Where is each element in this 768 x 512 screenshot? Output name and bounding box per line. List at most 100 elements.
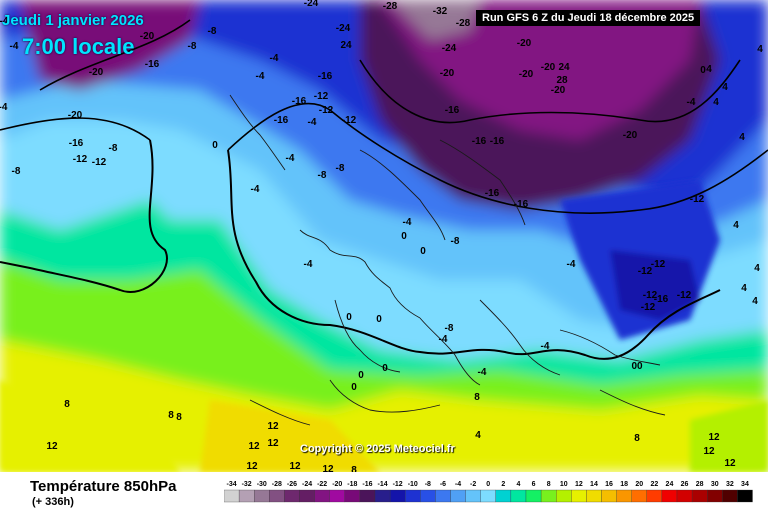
isotherm-label: 4 xyxy=(722,82,728,93)
isotherm-label: -20 xyxy=(517,38,532,49)
isotherm-label: 24 xyxy=(558,62,570,73)
isotherm-label: 0 xyxy=(358,370,364,381)
isotherm-label: 12 xyxy=(322,464,334,472)
isotherm-label: -8 xyxy=(12,166,21,177)
legend-value: -30 xyxy=(257,481,267,488)
isotherm-label: -12 xyxy=(643,290,658,301)
legend-value: 10 xyxy=(560,481,568,488)
legend-swatch xyxy=(389,489,406,503)
isotherm-label: -24 xyxy=(304,0,319,9)
temperature-map: -20 -8-8-16-20-4-4 -16-16 -12-12-16 -4 -12-20… xyxy=(0,0,768,472)
legend-swatch xyxy=(344,489,361,503)
purple-west xyxy=(20,0,200,90)
minus16-isotherm xyxy=(39,19,741,124)
isotherm-label: -16 xyxy=(654,294,669,305)
legend-swatch xyxy=(405,489,421,503)
legend-value: 16 xyxy=(605,481,613,488)
legend-swatch xyxy=(359,489,376,503)
legend-swatch xyxy=(661,489,678,503)
legend-value: 8 xyxy=(547,481,551,488)
isotherm-label: 4 xyxy=(739,132,745,143)
legend-swatch xyxy=(465,489,481,503)
isotherm-label: -16 xyxy=(514,199,529,210)
zero-isotherm xyxy=(0,139,721,360)
isotherm-labels: -20 -8-8-16-20-4-4 -16-16 -12-12-16 -4 -12-20… xyxy=(0,0,763,472)
isotherm-label: 4 xyxy=(713,97,719,108)
legend-swatch xyxy=(314,489,330,503)
isotherm-label: -12 xyxy=(690,194,705,205)
legend-swatch xyxy=(646,489,663,503)
isotherm-label: 8 xyxy=(168,410,174,421)
isotherm-label: 12 xyxy=(703,446,715,457)
isotherm-label: -8 xyxy=(188,41,197,52)
isotherm-label: -4 xyxy=(308,117,317,128)
isotherm-label: -4 xyxy=(567,259,576,270)
legend-swatch xyxy=(284,489,300,503)
isotherm-label: 00 xyxy=(631,361,643,372)
legend-value: 2 xyxy=(501,481,505,488)
isotherm-label: 4 xyxy=(733,220,739,231)
isotherm-label: -4 xyxy=(541,341,550,352)
isotherm-label: -20 xyxy=(541,62,556,73)
legend-value: 22 xyxy=(650,481,658,488)
isotherm-label: -8 xyxy=(109,143,118,154)
legend-value: -26 xyxy=(287,481,297,488)
legend-value: -24 xyxy=(302,481,312,488)
legend-swatch xyxy=(374,489,391,503)
legend-value: 6 xyxy=(532,481,536,488)
isotherm-label: -24 xyxy=(336,23,351,34)
minus8-isotherm xyxy=(0,102,768,214)
coastlines xyxy=(229,94,666,426)
isotherm-label: -4 xyxy=(0,102,8,113)
footer: Température 850hPa (+ 336h) -34 -32 -30 -28… xyxy=(0,472,768,512)
isotherm-label: 28 xyxy=(556,75,568,86)
isotherm-label: -12 xyxy=(677,290,692,301)
isotherm-label: -12 xyxy=(314,91,329,102)
isotherm-label: -4 xyxy=(403,217,412,228)
isotherm-label: -4 xyxy=(251,184,260,195)
isotherm-label: -20 xyxy=(89,67,104,78)
isotherm-label: 12 xyxy=(267,438,279,449)
legend-swatch xyxy=(510,489,527,503)
legend-value: 18 xyxy=(620,481,628,488)
isotherm-label: -24 xyxy=(442,43,457,54)
isotherm-label: -4 xyxy=(478,367,487,378)
legend-value: 30 xyxy=(711,481,719,488)
isotherm-label: 0 xyxy=(351,382,357,393)
lead-time: (+ 336h) xyxy=(32,496,74,508)
legend-value: -8 xyxy=(425,481,431,488)
isotherm-label: -16 xyxy=(472,136,487,147)
isotherm-label: -20 xyxy=(519,69,534,80)
legend-value: 4 xyxy=(516,481,520,488)
isotherm-label: 8 xyxy=(176,412,182,423)
legend-value: -6 xyxy=(440,481,446,488)
isotherm-label: 0 xyxy=(420,246,426,257)
isotherm-label: 0 xyxy=(212,140,218,151)
isotherm-label: 0 xyxy=(346,312,352,323)
legend-value: -10 xyxy=(408,481,418,488)
isotherm-label: 12 xyxy=(46,441,58,452)
legend-value: -14 xyxy=(377,481,387,488)
isotherm-label: 0 xyxy=(382,363,388,374)
legend-swatch xyxy=(540,489,557,503)
isotherm-label: -12 xyxy=(319,105,334,116)
isotherm-label: 4 xyxy=(741,283,747,294)
isotherm-label: 0 xyxy=(401,231,407,242)
isotherm-label: -16 xyxy=(445,105,460,116)
legend-swatch xyxy=(224,489,240,503)
isotherm-label: -20 xyxy=(551,85,566,96)
isotherm-label: -4 xyxy=(10,41,19,52)
legend-swatch xyxy=(722,489,738,503)
isotherm-label: -20 xyxy=(140,31,155,42)
legend-swatch xyxy=(571,489,587,503)
legend-value: -12 xyxy=(393,481,403,488)
legend-value: 24 xyxy=(666,481,674,488)
isotherm-label: 12 xyxy=(267,421,279,432)
sahara-yellow xyxy=(200,400,380,472)
isotherm-label: 12 xyxy=(724,458,736,469)
legend-value: -22 xyxy=(317,481,327,488)
isotherm-label: -8 xyxy=(451,236,460,247)
legend-value: 0 xyxy=(486,481,490,488)
isotherm-label: -8 xyxy=(445,323,454,334)
forecast-time: 7:00 locale xyxy=(22,34,135,59)
